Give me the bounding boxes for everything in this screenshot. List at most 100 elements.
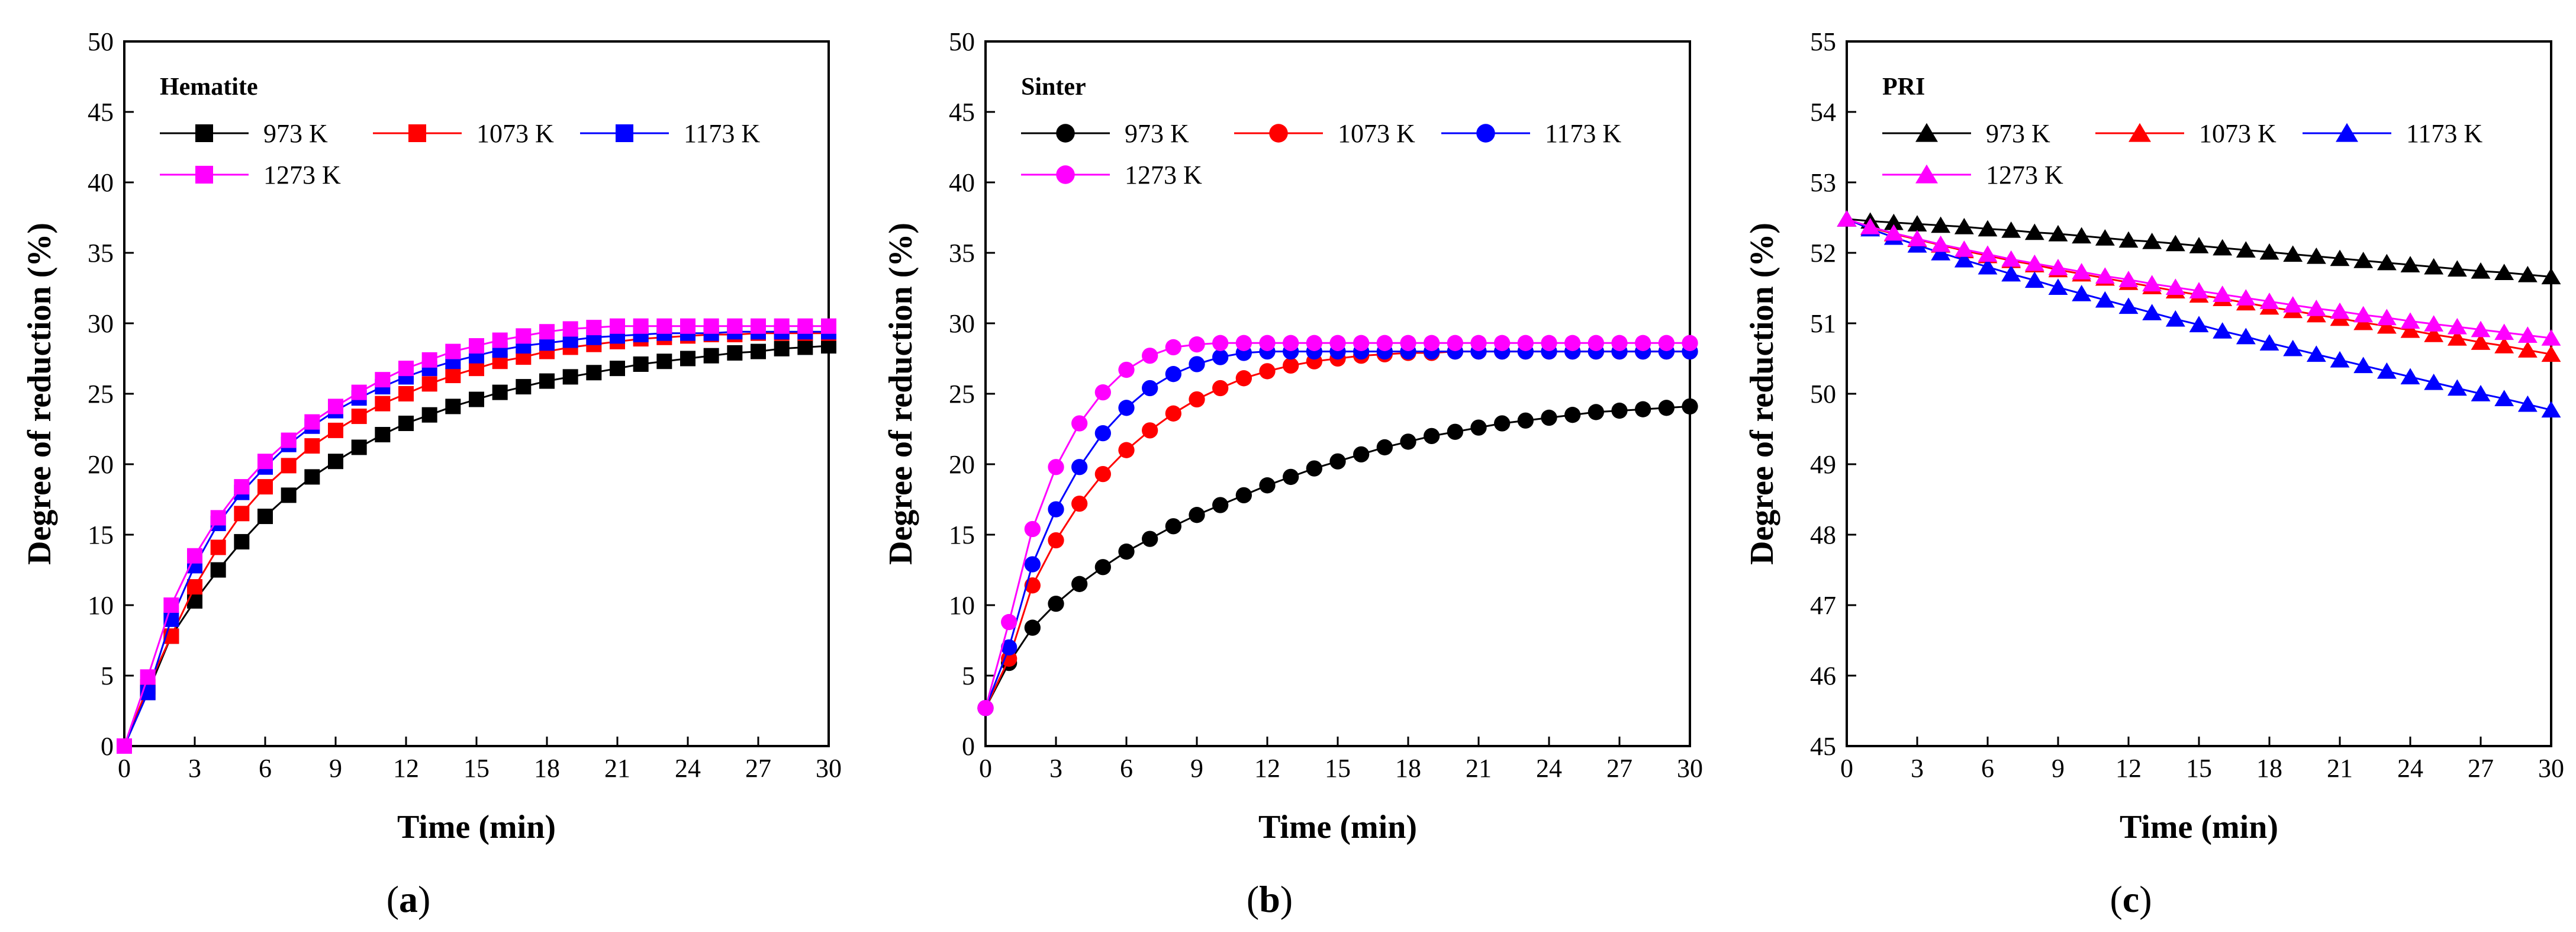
x-tick-label: 24 bbox=[1536, 754, 1562, 783]
data-point bbox=[1517, 412, 1534, 429]
data-point bbox=[1142, 380, 1158, 397]
legend-marker bbox=[2336, 123, 2358, 142]
x-tick-label: 6 bbox=[1120, 754, 1133, 783]
x-tick-label: 9 bbox=[2052, 754, 2065, 783]
data-point bbox=[1447, 335, 1463, 351]
data-point bbox=[1024, 556, 1041, 573]
data-point bbox=[2306, 248, 2326, 264]
data-point bbox=[2072, 285, 2092, 301]
x-tick-label: 21 bbox=[604, 754, 630, 783]
legend-label: 1073 K bbox=[2199, 119, 2276, 148]
data-point bbox=[1470, 419, 1487, 436]
data-point bbox=[633, 356, 649, 372]
data-point bbox=[2236, 327, 2256, 345]
legend-marker bbox=[195, 124, 213, 142]
data-point bbox=[1635, 335, 1651, 351]
legend-item: 1273 K bbox=[1021, 160, 1202, 189]
data-point bbox=[2377, 253, 2397, 271]
data-point bbox=[1907, 215, 1927, 232]
x-tick-label: 6 bbox=[259, 754, 272, 783]
y-tick-label: 15 bbox=[949, 520, 975, 549]
data-point bbox=[1376, 335, 1393, 351]
chart-panel-2: 0 3 6 9 12 15 18 21 24 27 30 0 5 10 15 20 25 30 35 40 45 50 Ti… bbox=[883, 27, 1703, 846]
y-tick-label: 35 bbox=[949, 239, 975, 268]
y-tick-label: 40 bbox=[949, 168, 975, 197]
data-point bbox=[1283, 468, 1299, 486]
y-tick-label: 20 bbox=[949, 450, 975, 479]
legend-label: 1073 K bbox=[476, 119, 554, 148]
data-point bbox=[1235, 487, 1252, 504]
panel-title: PRI bbox=[1882, 73, 1925, 101]
series-973-k bbox=[1837, 210, 2561, 285]
data-point bbox=[1212, 349, 1229, 365]
caption-letter: a bbox=[399, 878, 418, 920]
data-point bbox=[257, 454, 273, 470]
y-tick-label: 30 bbox=[949, 309, 975, 338]
y-axis-title: Degree of reduction (%) bbox=[1744, 223, 1780, 565]
data-point bbox=[2541, 401, 2561, 418]
data-point bbox=[1094, 559, 1111, 576]
data-point bbox=[2424, 374, 2444, 390]
data-point bbox=[562, 369, 578, 385]
data-point bbox=[1094, 466, 1111, 483]
data-point bbox=[797, 339, 813, 355]
data-point bbox=[2471, 320, 2491, 338]
data-point bbox=[1658, 400, 1675, 416]
data-point bbox=[1094, 425, 1111, 442]
data-point bbox=[328, 398, 343, 414]
data-point bbox=[2377, 317, 2397, 334]
data-point bbox=[1259, 335, 1276, 351]
data-point bbox=[234, 479, 250, 495]
data-point bbox=[1024, 520, 1041, 538]
data-point bbox=[304, 469, 320, 485]
data-point bbox=[1907, 230, 1927, 246]
series-1173-k bbox=[1837, 210, 2561, 418]
data-point bbox=[445, 343, 461, 359]
x-tick-label: 27 bbox=[2468, 754, 2494, 783]
data-point bbox=[375, 372, 391, 388]
series-line bbox=[123, 325, 829, 747]
data-point bbox=[2400, 256, 2420, 272]
data-point bbox=[1259, 477, 1276, 494]
x-tick-label: 3 bbox=[1049, 754, 1062, 783]
x-tick-label: 24 bbox=[2397, 754, 2423, 783]
data-point bbox=[821, 318, 836, 334]
data-point bbox=[2024, 254, 2044, 271]
panel-caption: (c) bbox=[2110, 878, 2152, 920]
data-point bbox=[1048, 532, 1064, 549]
data-point bbox=[2283, 296, 2303, 313]
series-973-k bbox=[977, 398, 1698, 716]
y-tick-label: 20 bbox=[88, 450, 114, 479]
data-point bbox=[1001, 639, 1017, 656]
y-tick-label: 0 bbox=[962, 732, 975, 761]
data-point bbox=[2424, 258, 2444, 275]
data-point bbox=[751, 318, 766, 334]
data-point bbox=[2072, 227, 2092, 244]
data-point bbox=[1071, 576, 1088, 592]
data-point bbox=[2189, 282, 2209, 298]
data-point bbox=[2517, 395, 2538, 412]
data-point bbox=[1494, 335, 1511, 351]
series-line bbox=[984, 351, 1690, 709]
y-tick-label: 15 bbox=[88, 520, 114, 549]
y-tick-label: 25 bbox=[949, 380, 975, 409]
data-point bbox=[351, 409, 367, 425]
y-tick-label: 55 bbox=[1810, 27, 1836, 56]
data-point bbox=[2259, 293, 2279, 309]
caption-letter: c bbox=[2123, 878, 2139, 920]
data-point bbox=[1883, 213, 1904, 230]
y-tick-label: 40 bbox=[88, 168, 114, 197]
chart-panel-3: 0 3 6 9 12 15 18 21 24 27 30 45 46 47 48 49 50 51 52 53 54 55… bbox=[1744, 27, 2564, 846]
data-point bbox=[2541, 329, 2561, 346]
data-point bbox=[774, 318, 790, 334]
data-point bbox=[1837, 210, 1857, 227]
caption-close-paren: ) bbox=[418, 878, 430, 920]
data-point bbox=[2213, 239, 2233, 256]
data-point bbox=[210, 539, 226, 555]
data-point bbox=[2118, 297, 2139, 314]
x-tick-label: 30 bbox=[1677, 754, 1703, 783]
data-point bbox=[727, 345, 743, 361]
data-point bbox=[610, 361, 625, 377]
panel-title: Sinter bbox=[1021, 73, 1086, 101]
data-point bbox=[1954, 218, 1974, 234]
